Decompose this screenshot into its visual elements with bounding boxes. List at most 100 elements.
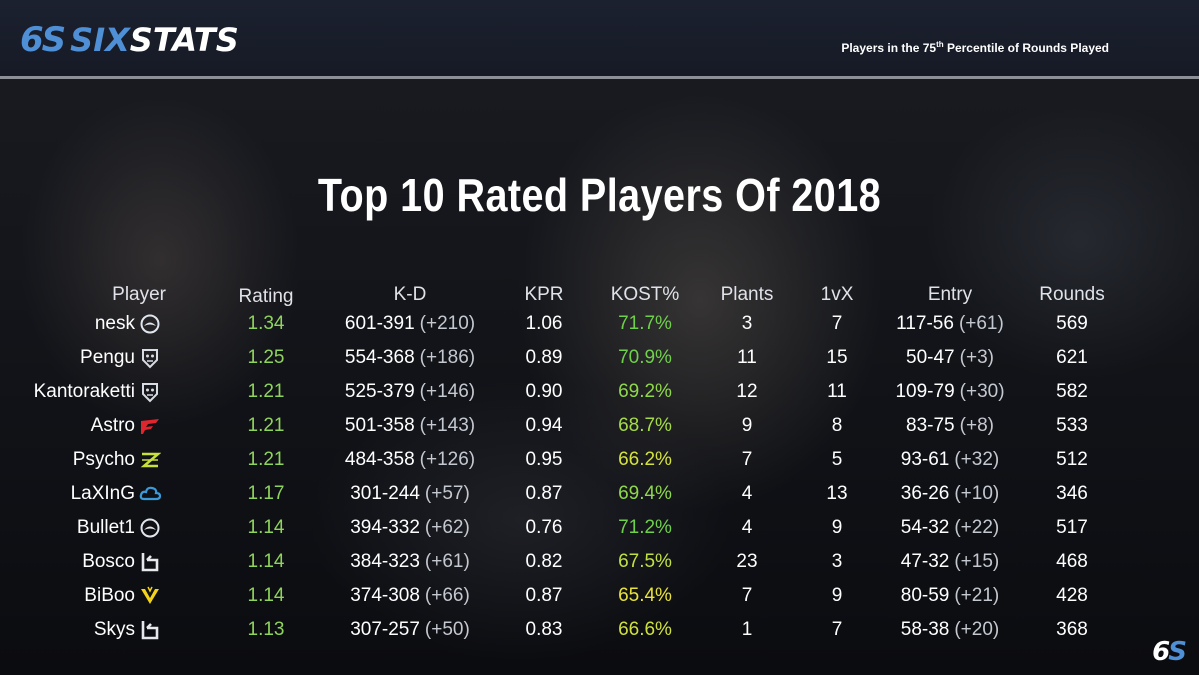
kd-diff: (+62) — [424, 517, 470, 538]
entry-cell-value: 47-32 — [900, 551, 950, 572]
team-liquid-icon — [139, 313, 161, 335]
kd-diff: (+146) — [419, 381, 476, 402]
logo-mark: 6S — [20, 20, 66, 60]
onevx-cell-value: 3 — [831, 551, 843, 572]
table-row: Skys 1.13 307-257 (+50) 0.83 66.6% 1 7 58-38 (+20… — [0, 615, 1199, 645]
plants-cell: 4 — [742, 513, 753, 543]
kpr-cell-value: 0.90 — [525, 381, 563, 402]
player-name: Kantoraketti — [33, 381, 135, 402]
kd-cell: 525-379 (+146) — [345, 377, 475, 407]
entry-cell: 36-26 (+10) — [901, 479, 1000, 509]
kd-cell-value: 554-368 — [344, 347, 415, 368]
kd-diff: (+57) — [424, 483, 470, 504]
kd-cell: 374-308 (+66) — [350, 581, 470, 611]
kd-diff: (+61) — [424, 551, 470, 572]
ninjas-in-pyjamas-icon — [139, 449, 162, 471]
logo-mark-a: 6 — [20, 20, 44, 60]
cloud9-icon — [139, 483, 162, 505]
kost-cell: 66.6% — [618, 615, 672, 645]
entry-cell: 47-32 (+15) — [901, 547, 1000, 577]
kd-cell: 301-244 (+57) — [350, 479, 470, 509]
subtitle-post: Percentile of Rounds Played — [943, 41, 1109, 55]
onevx-cell: 15 — [826, 343, 847, 373]
kpr-cell-value: 0.76 — [525, 517, 563, 538]
rounds-cell-value: 569 — [1056, 313, 1088, 334]
obey-alliance-icon — [139, 551, 161, 573]
rating-cell-value: 1.25 — [247, 347, 285, 368]
footer-mark-a: 6 — [1152, 637, 1170, 667]
rounds-cell-value: 621 — [1056, 347, 1088, 368]
rating-cell: 1.21 — [248, 411, 285, 441]
plants-cell: 9 — [742, 411, 753, 441]
rounds-cell: 621 — [1056, 343, 1088, 373]
kd-cell-value: 525-379 — [344, 381, 415, 402]
faze-clan-icon — [139, 415, 161, 437]
player-name: Skys — [93, 619, 135, 640]
team-liquid-icon — [139, 517, 161, 539]
plants-cell: 7 — [742, 581, 753, 611]
plants-cell: 7 — [742, 445, 753, 475]
player-name: Bullet1 — [76, 517, 135, 538]
logo-text-b: STATS — [129, 21, 239, 59]
kd-diff: (+143) — [419, 415, 476, 436]
kpr-cell-value: 1.06 — [525, 313, 563, 334]
rounds-cell-value: 517 — [1056, 517, 1088, 538]
rating-cell-value: 1.34 — [247, 313, 285, 334]
col-header-entry: Entry — [927, 284, 973, 305]
rounds-cell: 569 — [1056, 309, 1088, 339]
rounds-cell-value: 533 — [1056, 415, 1088, 436]
kost-cell: 69.2% — [618, 377, 672, 407]
kpr-cell-value: 0.87 — [525, 483, 563, 504]
plants-cell: 1 — [742, 615, 753, 645]
g2-esports-icon — [139, 347, 161, 369]
onevx-cell-value: 5 — [831, 449, 843, 470]
col-header-rounds: Rounds — [1039, 284, 1105, 305]
onevx-cell: 3 — [832, 547, 843, 577]
col-header-plants: Plants — [720, 284, 774, 305]
header-subtitle: Players in the 75th Percentile of Rounds… — [841, 40, 1109, 55]
entry-cell-value: 109-79 — [895, 381, 955, 402]
table-row: BiBoo 1.14 374-308 (+66) 0.87 65.4% 7 9 80-59 (+2… — [0, 581, 1199, 611]
kpr-cell: 0.76 — [526, 513, 563, 543]
plants-cell: 11 — [737, 343, 757, 373]
table-header-row: Player Rating K-D KPR KOST% Plants 1vX E… — [0, 280, 1199, 310]
footer-mark-b: S — [1168, 637, 1187, 667]
entry-diff: (+21) — [954, 585, 1000, 606]
kost-cell-value: 66.6% — [618, 619, 672, 640]
entry-diff: (+61) — [958, 313, 1004, 334]
kd-cell: 554-368 (+186) — [345, 343, 475, 373]
kpr-cell-value: 0.94 — [525, 415, 563, 436]
table-row: LaXInG 1.17 301-244 (+57) 0.87 69.4% 4 13 36-26(… — [0, 479, 1199, 509]
rounds-cell: 582 — [1056, 377, 1088, 407]
entry-cell: 54-32 (+22) — [901, 513, 1000, 543]
plants-cell-value: 7 — [741, 585, 753, 606]
rounds-cell: 512 — [1056, 445, 1088, 475]
kpr-cell: 0.90 — [526, 377, 563, 407]
table-row: Astro 1.21 501-358 (+143) 0.94 68.7% 9 8 83-75 (+… — [0, 411, 1199, 441]
entry-cell-value: 36-26 — [900, 483, 950, 504]
entry-diff: (+32) — [954, 449, 1000, 470]
rounds-cell-value: 428 — [1056, 585, 1088, 606]
rounds-cell-value: 582 — [1056, 381, 1088, 402]
kpr-cell: 0.83 — [526, 615, 563, 645]
obey-alliance-icon — [139, 619, 161, 641]
kd-cell-value: 601-391 — [344, 313, 415, 334]
table-row: Psycho 1.21 484-358 (+126) 0.95 66.2% 7 5 93-61(… — [0, 445, 1199, 475]
rating-cell-value: 1.21 — [247, 381, 285, 402]
rating-cell: 1.14 — [248, 547, 285, 577]
player-cell: Bullet1 — [77, 513, 161, 543]
plants-cell-value: 11 — [737, 347, 757, 368]
entry-cell-value: 54-32 — [900, 517, 950, 538]
rating-cell: 1.14 — [248, 581, 285, 611]
rounds-cell: 533 — [1056, 411, 1088, 441]
onevx-cell-value: 9 — [831, 585, 843, 606]
plants-cell-value: 7 — [741, 449, 753, 470]
plants-cell: 4 — [742, 479, 753, 509]
logo-mark-b: S — [41, 20, 66, 60]
onevx-cell: 9 — [832, 581, 843, 611]
table-row: Bullet1 1.14 394-332 (+62) 0.76 71.2% 4 9 54-32(… — [0, 513, 1199, 543]
header-bar: 6S SIXSTATS Players in the 75th Percenti… — [0, 0, 1199, 79]
subtitle-sup: th — [936, 40, 944, 49]
entry-cell: 117-56 (+61) — [896, 309, 1004, 339]
player-cell: Skys — [94, 615, 161, 645]
